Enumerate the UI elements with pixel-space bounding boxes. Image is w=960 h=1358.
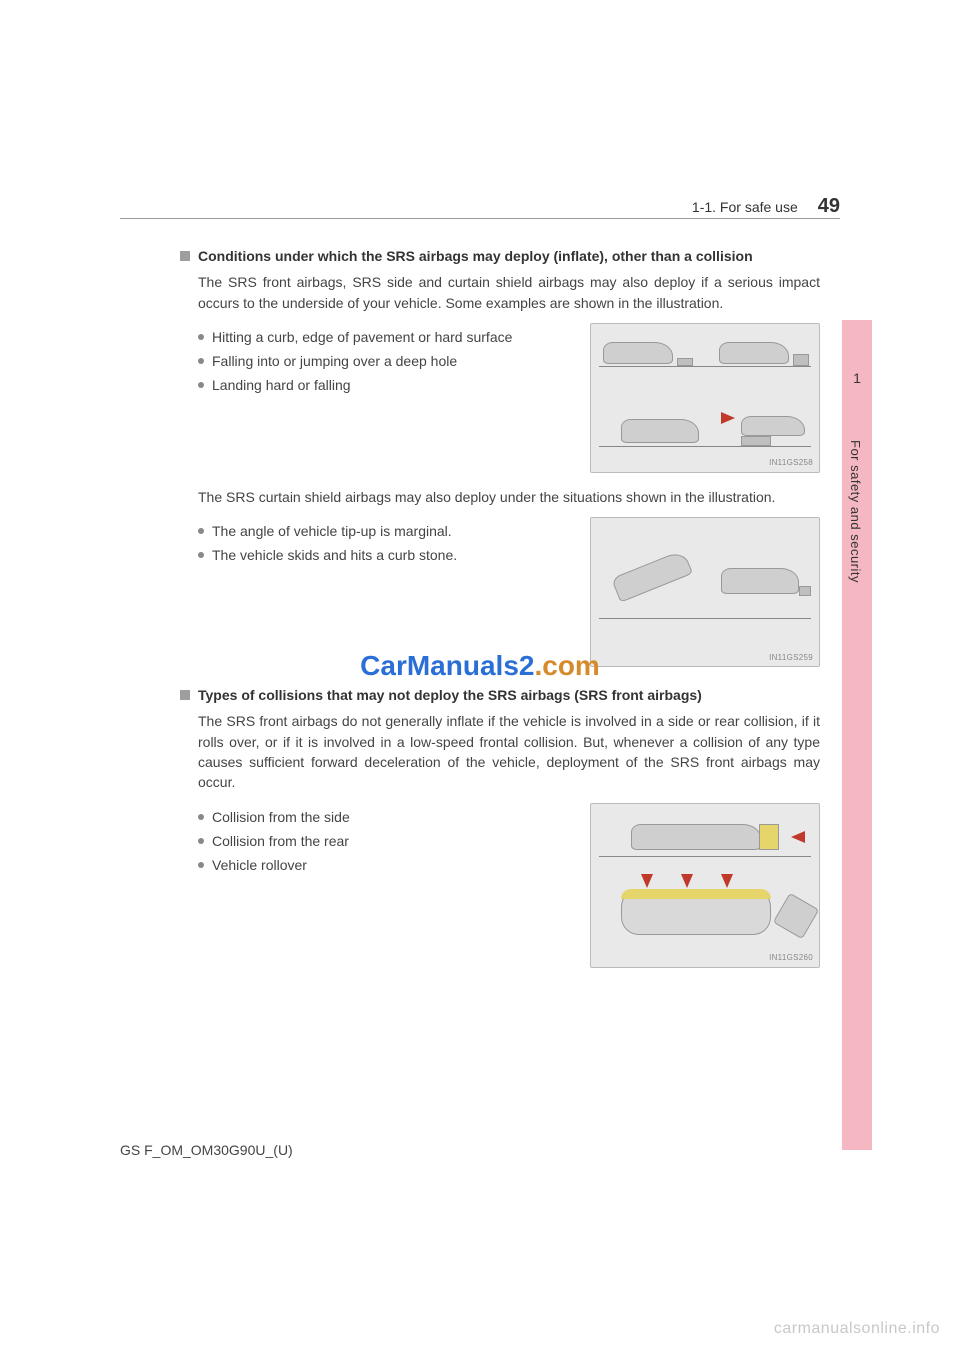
list-item: Collision from the side: [198, 807, 576, 827]
illustration-id: IN11GS259: [769, 652, 813, 664]
list-item: Hitting a curb, edge of pavement or hard…: [198, 327, 576, 347]
illustration-id: IN11GS260: [769, 952, 813, 964]
content-row: Collision from the side Collision from t…: [198, 803, 820, 968]
chapter-title: For safety and security: [848, 440, 863, 583]
page-header: 1-1. For safe use 49: [120, 195, 840, 218]
square-bullet-icon: [180, 251, 190, 261]
paragraph: The SRS front airbags do not generally i…: [198, 711, 820, 792]
bullet-list: The angle of vehicle tip-up is marginal.…: [198, 517, 576, 570]
chapter-number: 1: [842, 370, 872, 386]
list-item: Falling into or jumping over a deep hole: [198, 351, 576, 371]
subheading-text: Types of collisions that may not deploy …: [198, 685, 702, 705]
page-content: Conditions under which the SRS airbags m…: [180, 240, 820, 982]
list-item: Collision from the rear: [198, 831, 576, 851]
subheading-no-deploy: Types of collisions that may not deploy …: [180, 685, 820, 705]
content-row: The angle of vehicle tip-up is marginal.…: [198, 517, 820, 667]
section-label: 1-1. For safe use: [692, 199, 798, 215]
manual-page: 1-1. For safe use 49 1 For safety and se…: [0, 0, 960, 1358]
illustration-curb-hole: IN11GS258: [590, 323, 820, 473]
document-code: GS F_OM_OM30G90U_(U): [120, 1142, 293, 1158]
subheading-deploy-conditions: Conditions under which the SRS airbags m…: [180, 246, 820, 266]
list-item: The angle of vehicle tip-up is marginal.: [198, 521, 576, 541]
illustration-side-rear-rollover: IN11GS260: [590, 803, 820, 968]
paragraph: The SRS curtain shield airbags may also …: [198, 487, 820, 507]
footer-watermark: carmanualsonline.info: [774, 1320, 940, 1338]
header-rule: [120, 218, 840, 219]
list-item: Landing hard or falling: [198, 375, 576, 395]
bullet-list: Hitting a curb, edge of pavement or hard…: [198, 323, 576, 400]
page-number: 49: [818, 195, 840, 218]
subheading-text: Conditions under which the SRS airbags m…: [198, 246, 753, 266]
square-bullet-icon: [180, 690, 190, 700]
illustration-tipup-skid: IN11GS259: [590, 517, 820, 667]
content-row: Hitting a curb, edge of pavement or hard…: [198, 323, 820, 473]
chapter-tab: 1 For safety and security: [842, 320, 872, 1150]
list-item: The vehicle skids and hits a curb stone.: [198, 545, 576, 565]
bullet-list: Collision from the side Collision from t…: [198, 803, 576, 880]
illustration-id: IN11GS258: [769, 457, 813, 469]
paragraph: The SRS front airbags, SRS side and curt…: [198, 272, 820, 313]
list-item: Vehicle rollover: [198, 855, 576, 875]
